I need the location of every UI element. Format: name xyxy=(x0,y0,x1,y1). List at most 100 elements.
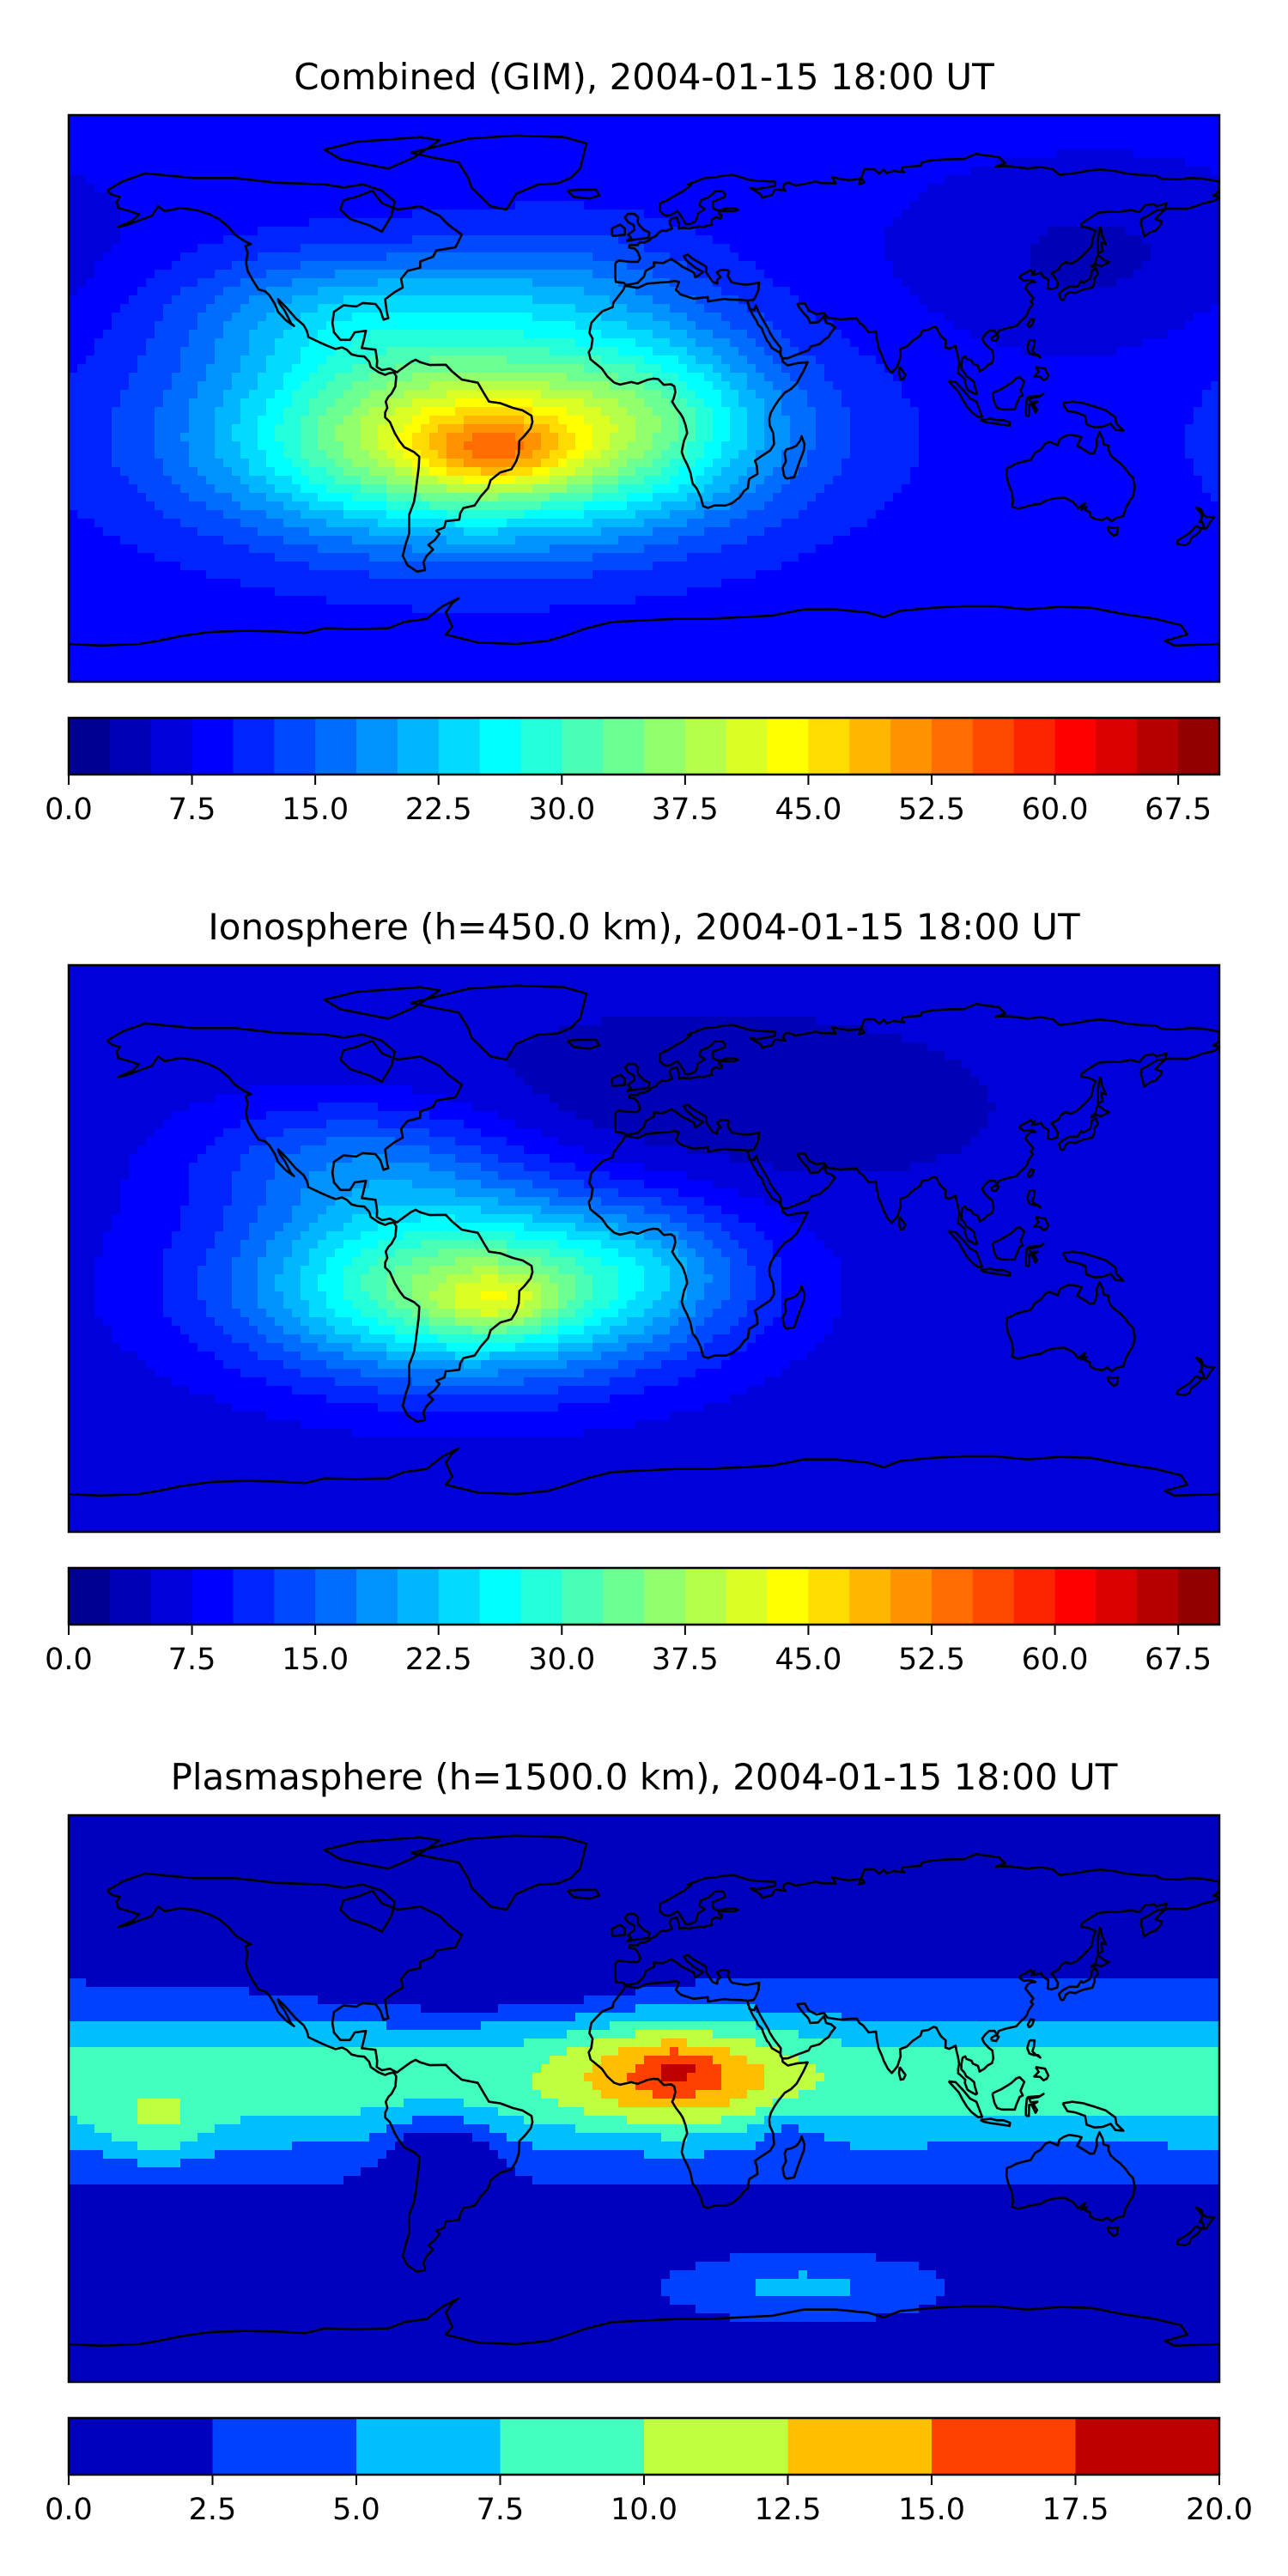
field-cell xyxy=(962,210,971,219)
field-cell xyxy=(455,287,465,296)
field-cell xyxy=(266,416,276,425)
field-cell xyxy=(927,373,937,382)
field-cell xyxy=(1022,304,1031,313)
field-cell xyxy=(412,364,422,374)
field-cell xyxy=(1005,158,1014,167)
field-cell xyxy=(1082,287,1091,296)
field-cell xyxy=(936,252,945,262)
field-cell xyxy=(713,390,722,399)
field-cell xyxy=(876,416,885,425)
field-cell xyxy=(1159,218,1169,228)
field-cell xyxy=(1030,252,1040,262)
field-cell xyxy=(524,373,533,382)
field-cell xyxy=(275,304,284,313)
field-cell xyxy=(283,132,293,142)
field-cell xyxy=(927,278,937,288)
field-cell xyxy=(610,227,619,236)
field-cell xyxy=(189,321,198,331)
field-cell xyxy=(867,184,877,193)
field-cell xyxy=(567,141,576,150)
field-cell xyxy=(318,201,327,210)
field-cell xyxy=(1202,141,1212,150)
field-cell xyxy=(807,227,817,236)
field-cell xyxy=(584,398,593,408)
field-cell xyxy=(1151,416,1160,425)
field-cell xyxy=(318,295,327,305)
field-cell xyxy=(472,373,482,382)
field-cell xyxy=(670,201,679,210)
field-cell xyxy=(876,407,885,416)
field-cell xyxy=(902,115,911,125)
field-cell xyxy=(1030,192,1040,202)
field-cell xyxy=(386,381,396,391)
field-cell xyxy=(601,355,611,365)
field-cell xyxy=(361,252,370,262)
field-cell xyxy=(412,373,422,382)
field-cell xyxy=(618,141,628,150)
field-cell xyxy=(232,124,241,133)
field-cell xyxy=(1151,373,1160,382)
field-cell xyxy=(773,158,782,167)
field-cell xyxy=(404,416,413,425)
field-cell xyxy=(1142,407,1151,416)
field-cell xyxy=(532,227,542,236)
field-cell xyxy=(945,304,954,313)
field-cell xyxy=(738,407,748,416)
field-cell xyxy=(137,407,147,416)
field-cell xyxy=(429,355,439,365)
field-cell xyxy=(790,261,799,270)
field-cell xyxy=(661,287,671,296)
field-cell xyxy=(575,149,585,159)
field-cell xyxy=(94,304,104,313)
field-cell xyxy=(86,424,95,434)
field-cell xyxy=(524,364,533,374)
field-cell xyxy=(524,347,533,356)
field-cell xyxy=(1022,235,1031,245)
field-cell xyxy=(721,416,731,425)
field-cell xyxy=(893,210,902,219)
field-cell xyxy=(876,278,885,288)
field-cell xyxy=(1065,235,1074,245)
field-cell xyxy=(120,261,130,270)
field-cell xyxy=(507,373,516,382)
field-cell xyxy=(361,261,370,270)
field-cell xyxy=(756,201,765,210)
field-cell xyxy=(945,373,954,382)
field-cell xyxy=(524,124,533,133)
field-cell xyxy=(292,261,301,270)
field-cell xyxy=(816,278,825,288)
field-cell xyxy=(936,424,945,434)
field-cell xyxy=(747,287,756,296)
field-cell xyxy=(824,201,834,210)
field-cell xyxy=(653,364,662,374)
field-cell xyxy=(618,330,628,339)
field-cell xyxy=(1022,338,1031,348)
field-cell xyxy=(515,407,525,416)
field-cell xyxy=(318,313,327,322)
field-cell xyxy=(172,132,181,142)
field-cell xyxy=(309,149,319,159)
field-cell xyxy=(240,201,250,210)
field-cell xyxy=(696,424,705,434)
field-cell xyxy=(369,244,379,253)
field-cell xyxy=(524,175,533,185)
field-cell xyxy=(687,235,696,245)
field-cell xyxy=(120,321,130,331)
field-cell xyxy=(816,381,825,391)
field-cell xyxy=(644,158,653,167)
field-cell xyxy=(962,175,971,185)
field-cell xyxy=(841,184,851,193)
field-cell xyxy=(137,210,147,219)
field-cell xyxy=(352,184,361,193)
field-cell xyxy=(1116,390,1126,399)
field-cell xyxy=(378,398,387,408)
field-cell xyxy=(386,278,396,288)
field-cell xyxy=(438,192,447,202)
field-cell xyxy=(1185,244,1194,253)
field-cell xyxy=(859,244,868,253)
field-cell xyxy=(558,158,568,167)
field-cell xyxy=(464,149,473,159)
field-cell xyxy=(1108,141,1117,150)
field-cell xyxy=(112,149,121,159)
field-cell xyxy=(223,167,233,176)
